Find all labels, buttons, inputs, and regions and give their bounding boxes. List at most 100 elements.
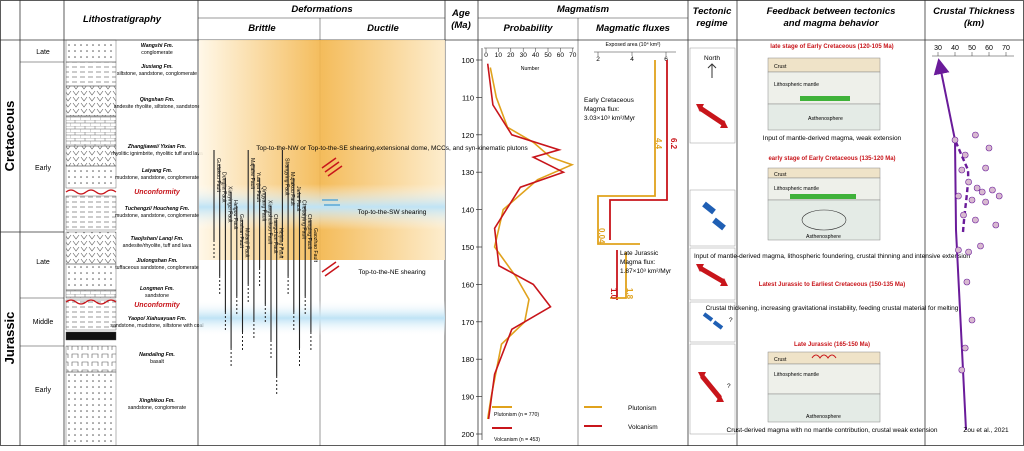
ductile-notes: Top-to-the-NW or Top-to-the-SE shearing,…	[256, 145, 529, 277]
svg-text:Lithospheric mantle: Lithospheric mantle	[774, 82, 819, 88]
probability-tick-label: 0	[484, 52, 488, 59]
feedback-text: Crustal thickening, increasing gravitati…	[706, 305, 959, 312]
fault-label: Xiaoyingzi Fault	[226, 186, 232, 223]
svg-text:Asthenosphere: Asthenosphere	[806, 414, 841, 420]
period-jurassic: Jurassic	[2, 312, 17, 365]
formation-desc: mudstone, sandstone, conglomerate	[115, 175, 199, 181]
flux-value-004: 0.04	[597, 228, 606, 244]
feedback-late-early-cretaceous: late stage of Early Cretaceous (120-105 …	[763, 44, 902, 142]
legend-plutonism: Plutonism (n = 770)	[494, 412, 539, 418]
formation-name: Tiaojishan/ Lanqi Fm.	[131, 236, 184, 242]
fault-label: Mulanji Fault	[244, 228, 250, 258]
flux-early-1: Early Cretaceous	[584, 97, 635, 104]
crustal-solid-line	[954, 139, 967, 431]
probability-tick-label: 30	[520, 52, 528, 59]
crustal-data-point	[965, 178, 972, 186]
fault-label: Gaoshan Fault	[238, 214, 244, 249]
formation-desc: andesite rhyolite, siltstone, sandstone	[114, 104, 201, 110]
age-tick-label: 130	[461, 168, 474, 177]
crustal-data-point	[995, 192, 1003, 200]
extension-arrow-icon	[700, 374, 722, 400]
crustal-data-point	[992, 221, 1000, 229]
feedback-lj-eec: Latest Jurassic to Earliest Cretaceous (…	[706, 282, 959, 312]
epoch-late-cretaceous: Late	[36, 49, 50, 56]
fault-label: Heigou Fault	[232, 200, 238, 230]
probability-tick-label: 40	[532, 52, 540, 59]
svg-text:Crust: Crust	[774, 357, 787, 363]
crustal-data-point	[977, 242, 984, 250]
crustal-tick-label: 60	[985, 45, 993, 52]
feedback-title: Latest Jurassic to Earliest Cretaceous (…	[759, 282, 905, 288]
flux-legend-plutonism: Plutonism	[628, 405, 657, 412]
crustal-data-point	[961, 151, 969, 159]
header-lithostratigraphy: Lithostratigraphy	[83, 14, 162, 25]
extension-arrow-icon	[698, 265, 726, 285]
crustal-data-point	[958, 166, 966, 174]
crustal-data-point	[963, 278, 971, 286]
flux-early-2: Magma flux:	[584, 106, 620, 113]
extension-arrow-icon	[698, 105, 726, 127]
crustal-data-point	[972, 216, 979, 224]
formation-name: Tuchengzi/ Houcheng Fm.	[125, 206, 189, 212]
unconformity-label: Unconformity	[134, 189, 181, 196]
formation-desc: conglomerate	[141, 50, 173, 56]
formation-desc: sandstone	[145, 293, 169, 299]
fault-label: Majiahe Fault	[249, 158, 255, 190]
feedback-early-early-cretaceous: early stage of Early Cretaceous (135-120…	[694, 156, 970, 260]
crustal-tick-label: 30	[934, 45, 942, 52]
age-tick-label: 180	[461, 355, 474, 364]
formation-labels: Wangshi Fm. conglomerate Jiuxiang Fm. si…	[110, 43, 203, 411]
fault-label: Shangying Fault	[283, 158, 289, 196]
feedback-text: Input of mantle-derived magma, lithosphe…	[694, 253, 970, 260]
ductile-note-1: Top-to-the-NW or Top-to-the-SE shearing,…	[256, 145, 528, 152]
epoch-early-jurassic: Early	[35, 387, 51, 394]
svg-text:Lithospheric mantle: Lithospheric mantle	[774, 372, 819, 378]
fault-label: Heiying Fault	[278, 228, 284, 259]
crustal-data-point	[985, 144, 993, 152]
formation-desc: rhyolitic ignimbrite, rhyolitic tuff and…	[111, 151, 203, 157]
feedback-late-jurassic: Late Jurassic (165-150 Ma) Crust Lithosp…	[727, 342, 938, 434]
fault-lines: Gudakou Fault Dongjia Fault Xiaoyingzi Fau…	[213, 150, 318, 394]
feedback-text: Crust-derived magma with no mantle contr…	[727, 427, 938, 434]
flux-tick-label: 6	[664, 56, 668, 63]
crustal-data-point	[968, 196, 976, 204]
flux-late-2: Magma flux:	[620, 259, 656, 266]
svg-text:Asthenosphere: Asthenosphere	[808, 116, 843, 122]
tectonic-regime: North ? ?	[689, 47, 736, 435]
flux-tick-label: 2	[596, 56, 600, 63]
fault-label: Qingyang Fault	[261, 186, 267, 222]
crustal-data-point	[982, 164, 989, 172]
svg-text:Crust: Crust	[774, 64, 787, 70]
crustal-data-point	[955, 192, 962, 200]
formation-desc: basalt	[150, 359, 164, 365]
epoch-middle-jurassic: Middle	[33, 319, 54, 326]
crustal-data-point	[978, 188, 986, 196]
formation-name: Jiuxiang Fm.	[141, 64, 173, 70]
crustal-data-point	[989, 186, 996, 194]
period-cretaceous: Cretaceous	[2, 101, 17, 172]
probability-panel: 0 10 20 30 40 50 60 70 Number Plutonism (n = 77…	[484, 47, 577, 443]
probability-axis-label: Number	[521, 66, 540, 72]
crustal-arrow-line	[933, 58, 956, 141]
age-tick-label: 150	[461, 243, 474, 252]
unconformity-label: Unconformity	[134, 302, 181, 309]
header-age-unit: (Ma)	[451, 20, 471, 31]
deformation-band	[199, 40, 445, 336]
feedback-title: Late Jurassic (165-150 Ma)	[794, 342, 870, 348]
plutonism-curve	[486, 67, 575, 420]
crustal-data-point	[955, 246, 962, 254]
volcanism-curve	[486, 63, 566, 420]
age-tick-label: 110	[462, 93, 474, 102]
crustal-tick-label: 40	[951, 45, 959, 52]
flux-early-3: 3.03×10³ km²/Myr	[584, 115, 636, 122]
header-deformations: Deformations	[291, 4, 352, 15]
crustal-data-point	[973, 184, 981, 192]
age-axis: 100 110 120 130 140 150 160 170 180 190 200	[461, 48, 483, 440]
crustal-data-point	[982, 198, 989, 206]
feedback-panel: late stage of Early Cretaceous (120-105 …	[694, 44, 970, 434]
header-feedback-1: Feedback between tectonics	[767, 6, 896, 17]
epoch-early-cretaceous: Early	[35, 165, 51, 172]
fluxes-axis-label: Exposed area (10⁴ km²)	[606, 42, 661, 48]
crustal-panel: 30 40 50 60 70 Zou et al., 2021	[932, 45, 1014, 434]
legend-volcanism: Volcanism (n = 453)	[494, 437, 540, 443]
